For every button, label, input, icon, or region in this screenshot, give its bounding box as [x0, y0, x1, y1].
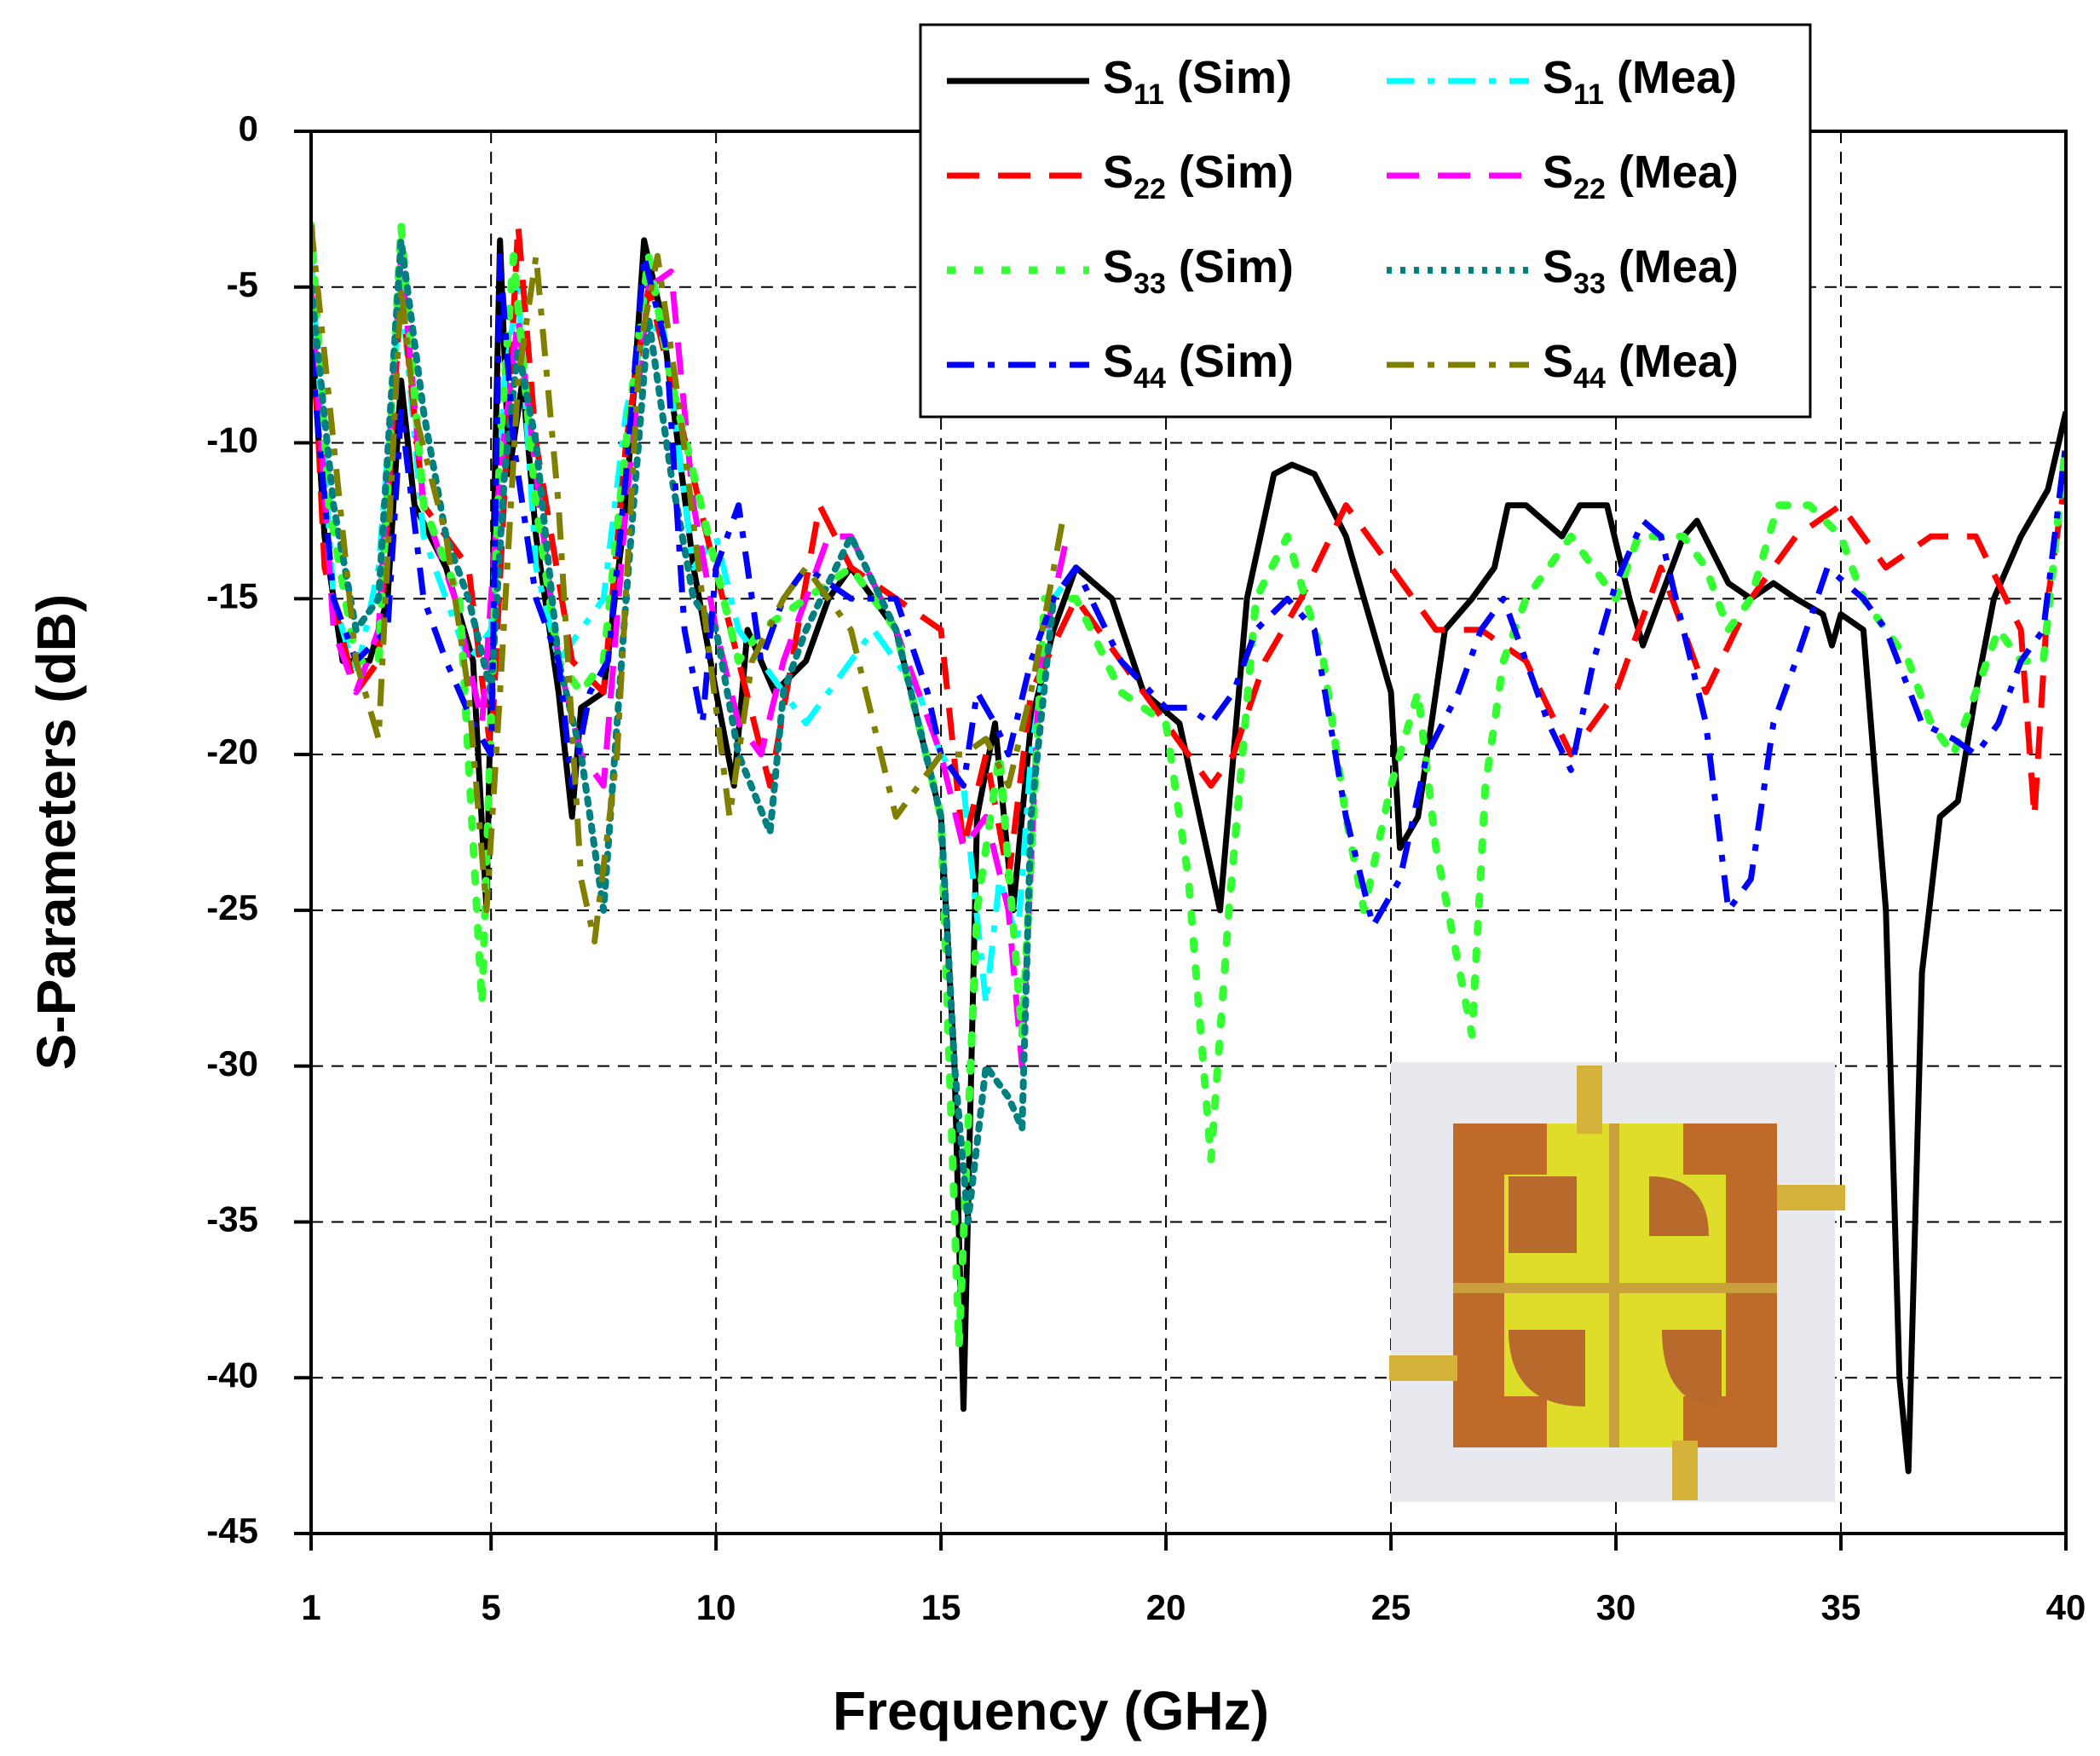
series-line — [311, 237, 2066, 1475]
series-line — [311, 252, 1070, 1070]
x-tick-label: 15 — [921, 1587, 961, 1627]
x-tick-label: 30 — [1596, 1587, 1636, 1627]
x-tick-label: 20 — [1146, 1587, 1186, 1627]
x-tick-label: 10 — [696, 1587, 736, 1627]
legend-label: S11 (Sim) — [1103, 52, 1292, 111]
series-line — [311, 224, 1066, 944]
legend-label: S22 (Mea) — [1543, 147, 1739, 205]
series-layer — [311, 221, 2066, 1475]
connector — [1672, 1441, 1698, 1500]
legend-label: S33 (Mea) — [1543, 241, 1739, 300]
y-tick-label: -10 — [206, 420, 258, 460]
copper — [1683, 1123, 1777, 1175]
copper — [1453, 1123, 1547, 1175]
y-tick-label: -40 — [206, 1355, 258, 1395]
y-tick-label: -15 — [206, 575, 258, 615]
connector — [1389, 1355, 1457, 1381]
x-tick-label: 5 — [481, 1587, 500, 1627]
antenna — [1509, 1330, 1585, 1407]
series-line — [311, 255, 1079, 1008]
y-tick-label: -5 — [227, 264, 258, 304]
series-line — [311, 252, 2066, 929]
legend: S11 (Sim) S11 (Mea) S22 (Sim) S22 (Mea) S33 … — [947, 52, 1739, 395]
feed-line — [1453, 1283, 1777, 1293]
connector — [1777, 1185, 1845, 1210]
antenna — [1649, 1176, 1709, 1236]
y-tick-label: -25 — [206, 887, 258, 927]
copper — [1683, 1396, 1777, 1447]
x-tick-label: 25 — [1371, 1587, 1411, 1627]
y-tick-label: -30 — [206, 1043, 258, 1083]
y-tick-label: -20 — [206, 731, 258, 771]
copper — [1453, 1396, 1547, 1447]
connector — [1577, 1066, 1602, 1134]
inset-photo — [1389, 1062, 1845, 1502]
antenna — [1662, 1330, 1722, 1407]
series-line — [311, 236, 1058, 1226]
legend-label: S44 (Mea) — [1543, 336, 1739, 395]
x-tick-label: 40 — [2046, 1587, 2086, 1627]
legend-label: S33 (Sim) — [1103, 241, 1294, 300]
legend-label: S22 (Sim) — [1103, 147, 1294, 205]
y-axis-title: S-Parameters (dB) — [26, 594, 87, 1070]
series-line — [311, 222, 2066, 882]
legend-label: S11 (Mea) — [1543, 52, 1737, 111]
x-tick-label: 1 — [301, 1587, 320, 1627]
antenna — [1509, 1176, 1577, 1253]
x-tick-label: 35 — [1821, 1587, 1861, 1627]
legend-box — [919, 23, 1812, 419]
x-axis-title: Frequency (GHz) — [833, 1680, 1269, 1742]
y-tick-label: 0 — [239, 108, 258, 148]
legend-label: S44 (Sim) — [1103, 336, 1294, 395]
y-tick-label: -45 — [206, 1511, 258, 1551]
y-tick-label: -35 — [206, 1199, 258, 1239]
